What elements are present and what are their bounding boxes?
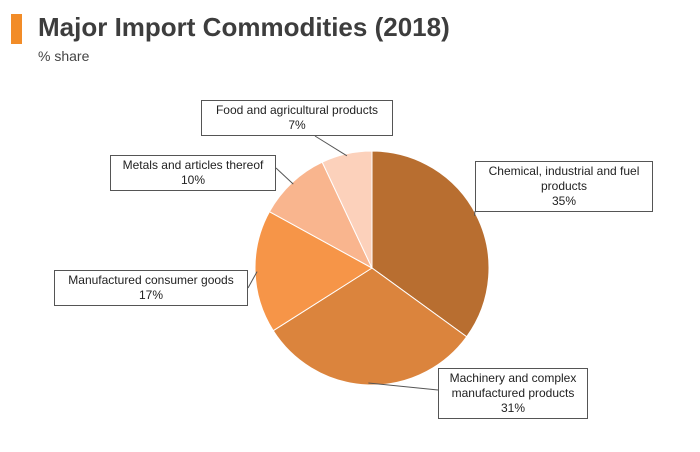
pie-slice-food (321, 150, 373, 269)
label-consumer-name: Manufactured consumer goods (68, 273, 234, 287)
pie-slice-consumer (254, 210, 373, 332)
label-food-name: Food and agricultural products (215, 103, 379, 117)
leader-line-food (314, 135, 348, 157)
leader-line-machinery (368, 382, 439, 391)
chart-title: Major Import Commodities (2018) (38, 12, 450, 42)
title-accent-bar (11, 14, 22, 44)
label-metals-name: Metals and articles thereof (122, 158, 264, 172)
label-metals: Metals and articles thereof 10% (110, 155, 276, 191)
label-food-value: 7% (288, 118, 306, 132)
label-food: Food and agricultural products 7% (201, 100, 393, 136)
label-consumer-value: 17% (138, 288, 164, 302)
leader-line-chemical (473, 210, 476, 216)
pie-slice-chemical (371, 150, 490, 338)
leader-line-metals (275, 167, 294, 185)
label-chemical-name: Chemical, industrial and fuel products (488, 164, 640, 193)
label-chemical-value: 35% (551, 194, 577, 208)
pie-slice-machinery (272, 267, 468, 386)
label-machinery: Machinery and complex manufactured produ… (438, 368, 588, 419)
label-machinery-value: 31% (500, 401, 526, 415)
label-consumer: Manufactured consumer goods 17% (54, 270, 248, 306)
label-chemical: Chemical, industrial and fuel products 3… (475, 161, 653, 212)
leader-line-consumer (247, 271, 258, 289)
chart-subtitle: % share (38, 48, 90, 64)
label-machinery-name: Machinery and complex manufactured produ… (449, 371, 577, 400)
label-metals-value: 10% (180, 173, 206, 187)
